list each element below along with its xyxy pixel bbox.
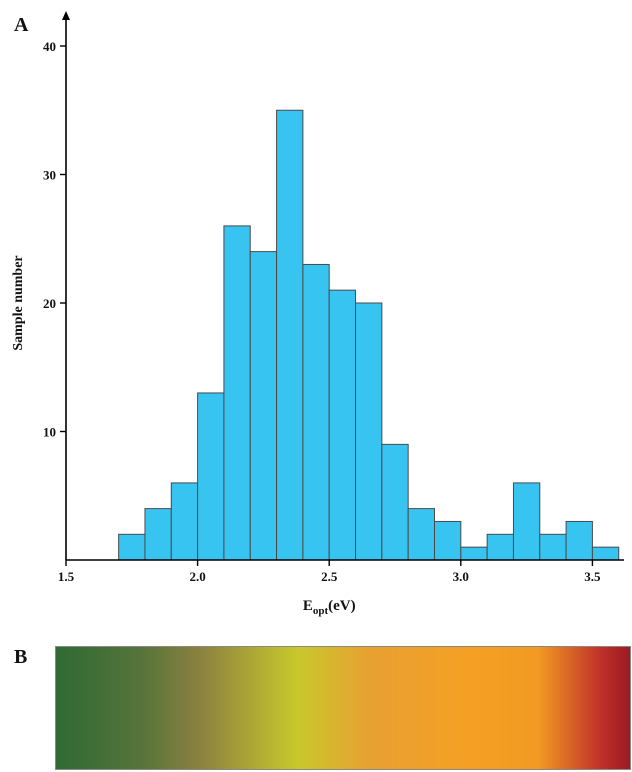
- histogram-bar: [512, 482, 541, 561]
- histogram-bar: [302, 263, 330, 561]
- histogram-bar: [591, 546, 620, 561]
- x-tick-label: 3.0: [453, 569, 469, 584]
- y-axis-arrow: [62, 11, 70, 20]
- x-tick-label: 1.5: [58, 569, 75, 584]
- histogram-bar: [223, 225, 251, 561]
- y-tick-label: 20: [43, 296, 56, 311]
- x-tick-label: 2.0: [189, 569, 205, 584]
- x-tick-label: 2.5: [321, 569, 338, 584]
- histogram-bar: [276, 109, 304, 561]
- y-tick-label: 10: [43, 425, 56, 440]
- histogram-bar: [197, 392, 225, 561]
- histogram-bar: [355, 302, 383, 561]
- histogram-bar: [249, 251, 278, 561]
- histogram-bar: [144, 508, 172, 561]
- y-axis-label: Sample number: [11, 255, 26, 350]
- histogram-bar: [433, 520, 462, 561]
- histogram-bar: [565, 520, 593, 561]
- histogram-bar: [539, 533, 567, 561]
- y-tick-label: 40: [43, 39, 56, 54]
- histogram-bar: [170, 482, 199, 561]
- x-axis-label: Eopt(eV): [303, 598, 356, 617]
- color-gradient-bar: [55, 646, 631, 770]
- histogram-bar: [118, 533, 146, 561]
- x-tick-label: 3.5: [584, 569, 601, 584]
- histogram-bar: [460, 546, 488, 561]
- histogram-bar: [328, 289, 357, 561]
- histogram-bar: [486, 533, 514, 561]
- bars-group: [118, 109, 620, 561]
- panel-label-b: B: [14, 646, 28, 668]
- histogram-bar: [407, 508, 435, 561]
- histogram-bar: [381, 443, 409, 561]
- axes-group: 1.5 2.0 2.5 3.0 3.5 10 20 30 40 Eopt(eV) Sample nu…: [11, 11, 624, 617]
- histogram-chart: 1.5 2.0 2.5 3.0 3.5 10 20 30 40 Eopt(eV) Sample nu…: [11, 11, 624, 617]
- y-tick-label: 30: [43, 168, 56, 183]
- panel-label-a: A: [14, 14, 29, 36]
